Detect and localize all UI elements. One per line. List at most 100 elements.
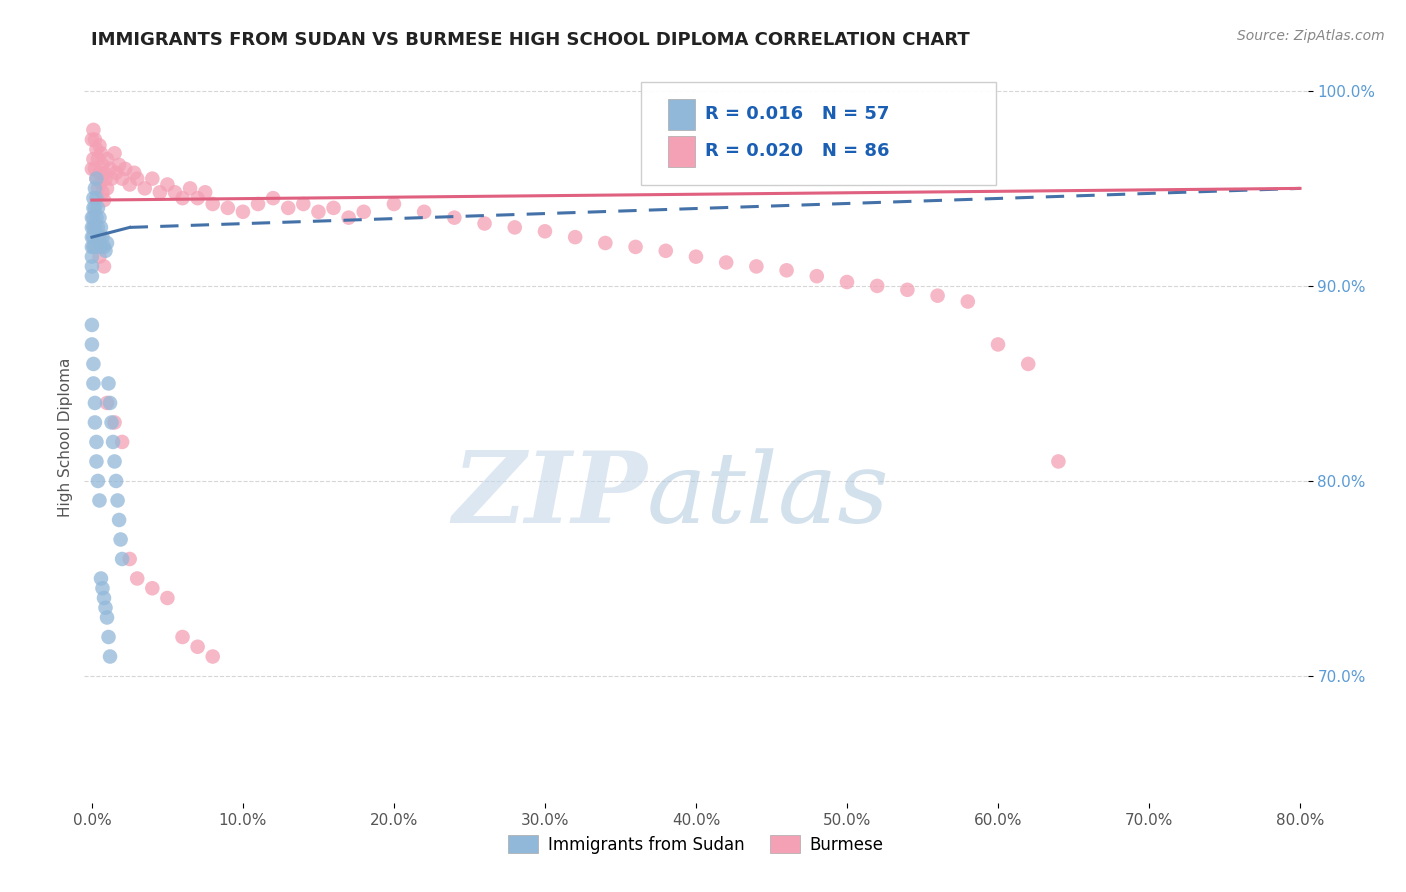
Point [866, 279, 889, 293]
Point [82, 201, 104, 215]
Point [80, 260, 103, 274]
Point [96, 610, 118, 624]
Point [84, 181, 107, 195]
Point [84, 161, 107, 176]
Point [745, 260, 768, 274]
Text: atlas: atlas [647, 448, 890, 543]
Point [80, 220, 103, 235]
Point [98, 161, 121, 176]
Point [86, 454, 108, 468]
Point [91, 230, 114, 244]
Point [105, 474, 128, 488]
Point [114, 161, 136, 176]
Point [141, 581, 163, 595]
Point [89, 166, 111, 180]
Point [194, 186, 217, 200]
Point [84, 201, 107, 215]
Point [82, 220, 104, 235]
Point [134, 181, 156, 195]
Point [91, 158, 114, 172]
Point [80, 318, 103, 332]
Point [118, 178, 141, 192]
Point [503, 220, 526, 235]
Point [84, 396, 107, 410]
Point [179, 181, 201, 195]
Point [474, 217, 496, 231]
Point [84, 416, 107, 430]
Point [322, 201, 344, 215]
Point [101, 434, 124, 449]
Point [84, 220, 107, 235]
Point [82, 240, 104, 254]
Point [91, 581, 114, 595]
Point [90, 146, 112, 161]
Point [97, 376, 120, 391]
Point [89, 250, 111, 264]
Point [105, 166, 128, 180]
Point [122, 166, 145, 180]
Point [337, 211, 360, 225]
Point [86, 191, 108, 205]
Point [201, 197, 224, 211]
Point [187, 191, 209, 205]
Point [89, 493, 111, 508]
Text: R = 0.020   N = 86: R = 0.020 N = 86 [704, 142, 889, 160]
Point [172, 191, 194, 205]
Point [987, 337, 1010, 351]
Point [98, 649, 121, 664]
Point [87, 181, 110, 195]
Point [80, 133, 103, 147]
Point [534, 224, 557, 238]
Point [93, 240, 115, 254]
Point [82, 191, 104, 205]
Point [443, 211, 465, 225]
Point [156, 178, 179, 192]
Point [108, 513, 131, 527]
Point [149, 186, 172, 200]
Point [111, 552, 134, 566]
Point [896, 283, 918, 297]
Point [187, 640, 209, 654]
Point [232, 204, 254, 219]
Point [96, 396, 118, 410]
FancyBboxPatch shape [641, 82, 995, 185]
Point [80, 269, 103, 284]
Point [89, 138, 111, 153]
Point [98, 396, 121, 410]
Point [86, 171, 108, 186]
Bar [668, 99, 695, 130]
Point [100, 171, 122, 186]
Point [86, 142, 108, 156]
Point [94, 600, 117, 615]
Point [80, 161, 103, 176]
Point [775, 263, 797, 277]
Point [103, 454, 125, 468]
Point [156, 591, 179, 605]
Point [86, 240, 108, 254]
Point [217, 201, 239, 215]
Bar [668, 136, 695, 167]
Legend: Immigrants from Sudan, Burmese: Immigrants from Sudan, Burmese [502, 829, 890, 860]
Point [107, 493, 129, 508]
Point [93, 591, 115, 605]
Point [86, 171, 108, 186]
Point [97, 630, 120, 644]
Point [94, 171, 117, 186]
Point [90, 240, 112, 254]
Point [96, 152, 118, 166]
Point [1047, 454, 1070, 468]
Point [90, 176, 112, 190]
Point [127, 171, 149, 186]
Point [84, 240, 107, 254]
Point [595, 235, 617, 250]
Point [564, 230, 586, 244]
Point [172, 630, 194, 644]
Point [94, 244, 117, 258]
Point [141, 171, 163, 186]
Point [307, 204, 329, 219]
Point [82, 211, 104, 225]
Point [93, 166, 115, 180]
Point [927, 288, 949, 302]
Point [111, 434, 134, 449]
Point [292, 197, 315, 211]
